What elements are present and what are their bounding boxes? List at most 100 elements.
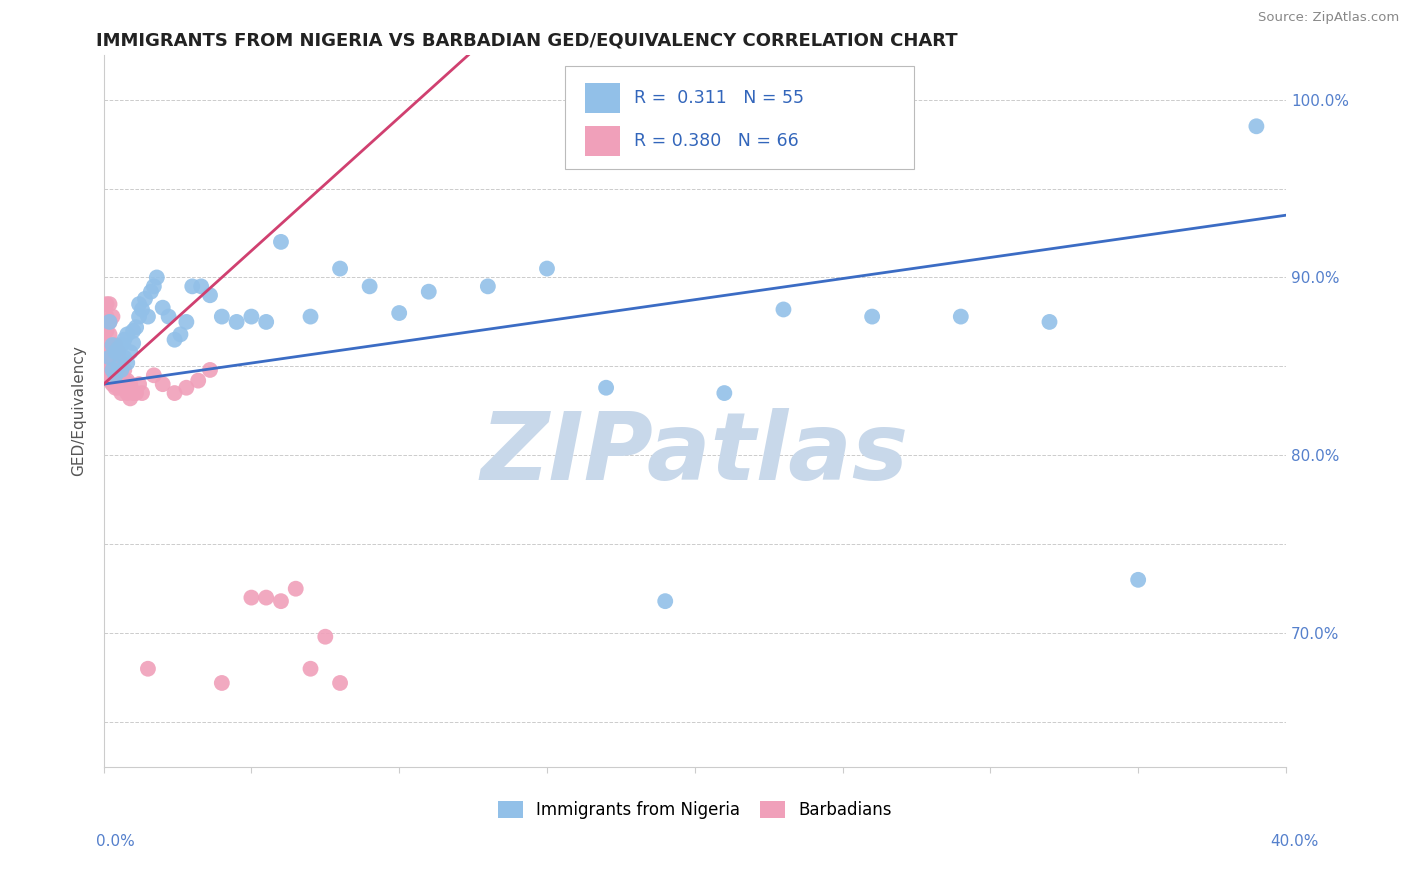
Point xyxy=(163,386,186,401)
Point xyxy=(96,345,118,359)
Text: R = 0.380   N = 66: R = 0.380 N = 66 xyxy=(634,132,799,150)
Point xyxy=(176,381,198,395)
Point xyxy=(125,386,148,401)
Point xyxy=(713,386,735,401)
Point xyxy=(128,310,150,324)
Point xyxy=(101,359,124,374)
Point xyxy=(163,333,186,347)
Point xyxy=(359,279,381,293)
Point xyxy=(949,310,972,324)
Point xyxy=(98,356,121,370)
Point xyxy=(98,342,121,356)
Point xyxy=(112,333,135,347)
Point xyxy=(152,301,174,315)
Point xyxy=(270,594,292,608)
Point xyxy=(595,381,617,395)
Point xyxy=(107,359,129,374)
Point xyxy=(254,315,277,329)
Point xyxy=(329,676,352,690)
FancyBboxPatch shape xyxy=(585,83,620,112)
Point xyxy=(96,338,118,352)
Point xyxy=(104,363,127,377)
Point xyxy=(96,351,118,365)
Point xyxy=(110,356,132,370)
Point xyxy=(104,381,127,395)
Point xyxy=(860,310,883,324)
Point xyxy=(299,310,322,324)
Point xyxy=(136,310,159,324)
Point xyxy=(314,630,336,644)
Point xyxy=(225,315,247,329)
Point xyxy=(134,292,156,306)
Point xyxy=(101,338,124,352)
Point xyxy=(107,345,129,359)
Point xyxy=(477,279,499,293)
Point xyxy=(122,324,145,338)
Point xyxy=(101,363,124,377)
Point xyxy=(146,270,169,285)
Point xyxy=(122,336,145,351)
Point xyxy=(1128,573,1150,587)
Point xyxy=(107,359,129,374)
Point xyxy=(142,368,165,383)
Point xyxy=(107,368,129,383)
Point xyxy=(110,368,132,383)
Point xyxy=(104,368,127,383)
Point xyxy=(299,662,322,676)
Text: ZIPatlas: ZIPatlas xyxy=(481,408,908,500)
Text: R =  0.311   N = 55: R = 0.311 N = 55 xyxy=(634,88,804,107)
Point xyxy=(98,315,121,329)
Point xyxy=(98,315,121,329)
Point xyxy=(388,306,411,320)
Point xyxy=(110,386,132,401)
Point xyxy=(176,315,198,329)
Point xyxy=(284,582,307,596)
Point xyxy=(211,676,233,690)
Y-axis label: GED/Equivalency: GED/Equivalency xyxy=(72,345,86,476)
Text: 0.0%: 0.0% xyxy=(96,834,135,848)
Point xyxy=(187,374,209,388)
Point xyxy=(142,279,165,293)
Text: Source: ZipAtlas.com: Source: ZipAtlas.com xyxy=(1258,11,1399,24)
Point xyxy=(329,261,352,276)
Point xyxy=(136,662,159,676)
Point xyxy=(104,345,127,359)
Point xyxy=(198,288,221,302)
Point xyxy=(96,356,118,370)
Point xyxy=(110,363,132,377)
Text: 40.0%: 40.0% xyxy=(1271,834,1319,848)
Text: IMMIGRANTS FROM NIGERIA VS BARBADIAN GED/EQUIVALENCY CORRELATION CHART: IMMIGRANTS FROM NIGERIA VS BARBADIAN GED… xyxy=(96,31,957,49)
Point xyxy=(120,392,142,406)
Point xyxy=(117,327,139,342)
Point xyxy=(112,381,135,395)
Point xyxy=(112,351,135,365)
Point xyxy=(117,374,139,388)
FancyBboxPatch shape xyxy=(585,126,620,156)
Point xyxy=(211,310,233,324)
Point xyxy=(104,368,127,383)
Point xyxy=(270,235,292,249)
Point xyxy=(96,324,118,338)
Point xyxy=(128,297,150,311)
Point xyxy=(98,368,121,383)
Point xyxy=(101,342,124,356)
Point xyxy=(96,297,118,311)
Point xyxy=(120,345,142,359)
Point xyxy=(98,363,121,377)
Point xyxy=(157,310,180,324)
Legend: Immigrants from Nigeria, Barbadians: Immigrants from Nigeria, Barbadians xyxy=(491,794,898,826)
Point xyxy=(101,368,124,383)
Point xyxy=(152,377,174,392)
Point xyxy=(536,261,558,276)
Point xyxy=(131,386,153,401)
Point xyxy=(107,377,129,392)
Point xyxy=(240,591,263,605)
Point xyxy=(1246,120,1268,134)
Point xyxy=(654,594,676,608)
Point xyxy=(122,386,145,401)
Point xyxy=(101,310,124,324)
Point xyxy=(117,386,139,401)
Point xyxy=(418,285,440,299)
Point xyxy=(169,327,191,342)
Point xyxy=(131,302,153,317)
